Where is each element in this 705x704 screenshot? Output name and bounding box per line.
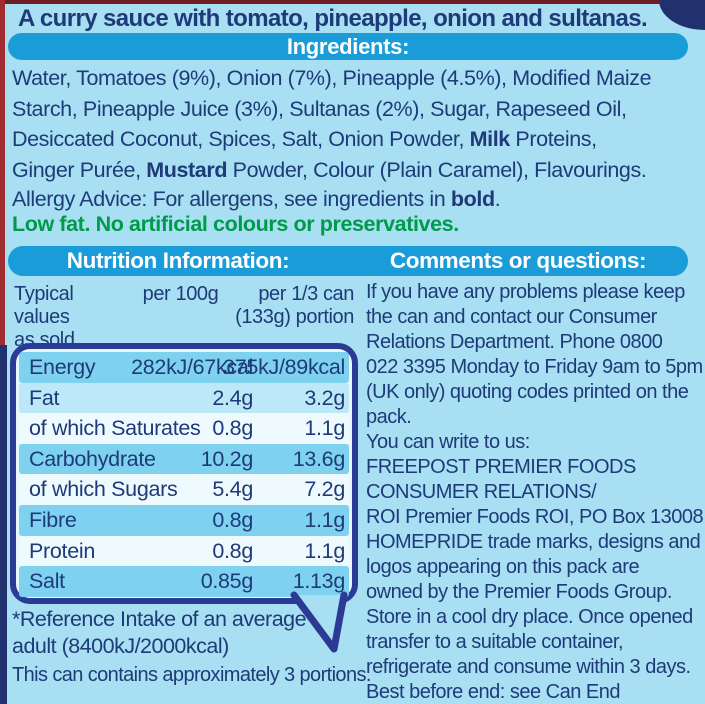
can-edge-top — [0, 0, 705, 4]
value-per-third-can: 3.2g — [304, 385, 345, 410]
ingredients-header-bar: Ingredients: — [8, 33, 688, 60]
value-per-third-can: 375kJ/89kcal — [223, 355, 345, 379]
value-per-100g: 0.8g — [212, 538, 253, 563]
section-header-bar: Nutrition Information: Comments or quest… — [8, 246, 688, 276]
text-line: owned by the Premier Foods Group. — [366, 581, 672, 603]
nutrition-row-fat: Fat 2.4g 3.2g — [19, 382, 349, 414]
text-line: transfer to a suitable container, — [366, 631, 624, 653]
nutrition-table: Energy 282kJ/67kcal 375kJ/89kcal Fat 2.4g 3.2… — [19, 352, 349, 597]
text-line: pack. — [366, 406, 412, 428]
text-line: HOMEPRIDE trade marks, designs and — [366, 531, 701, 553]
nutrition-row-carbohydrate: Carbohydrate 10.2g 13.6g — [19, 443, 349, 475]
allergy-advice: Allergy Advice: For allergens, see ingre… — [12, 187, 501, 211]
can-edge-left-navy — [0, 345, 7, 704]
text-line: Desiccated Coconut, Spices, Salt, Onion … — [12, 127, 597, 151]
column-header-per-third-can: per 1/3 can (133g) portion — [235, 283, 354, 328]
reference-intake-note: *Reference Intake of an average adult (8… — [12, 607, 307, 658]
nutrient-label: Salt — [29, 569, 65, 594]
nutrient-label: Energy — [29, 355, 96, 379]
dietary-claims: Low fat. No artificial colours or preser… — [12, 212, 459, 236]
nutrition-header: Nutrition Information: — [66, 248, 290, 273]
ingredients-list: Water, Tomatoes (9%), Onion (7%), Pineap… — [12, 63, 704, 185]
nutrition-row-of-which-saturates: of which Saturates 0.8g 1.1g — [19, 413, 349, 444]
value-per-third-can: 1.13g — [292, 569, 346, 594]
comments-text: If you have any problems please keep the … — [366, 280, 704, 704]
comments-header: Comments or questions: — [389, 248, 647, 273]
nutrition-row-salt: Salt 0.85g 1.13g — [19, 566, 349, 597]
nutrition-row-energy: Energy 282kJ/67kcal 375kJ/89kcal — [19, 352, 349, 383]
column-header-per-100g: per 100g — [142, 283, 219, 305]
text-line: Ginger Purée, Mustard Powder, Colour (Pl… — [12, 157, 647, 182]
nutrient-label: Fat — [29, 385, 60, 410]
text-line: Water, Tomatoes (9%), Onion (7%), Pineap… — [12, 66, 652, 90]
nutrient-label: of which Sugars — [29, 477, 178, 502]
column-header-typical-values: Typical values as sold — [14, 283, 75, 351]
nutrient-label: of which Saturates — [29, 416, 201, 441]
value-per-third-can: 1.1g — [304, 507, 345, 532]
text-line: refrigerate and consume within 3 days. — [366, 656, 691, 678]
value-per-100g: 10.2g — [200, 446, 254, 471]
text-line: Relations Department. Phone 0800 — [366, 331, 663, 353]
text-line: If you have any problems please keep — [366, 281, 685, 303]
nutrient-label: Protein — [29, 538, 96, 563]
nutrition-column-headers: Typical values as sold per 100g per 1/3 … — [14, 283, 354, 352]
value-per-100g: 2.4g — [212, 385, 253, 410]
can-edge-left-red — [0, 0, 5, 345]
value-per-100g: 282kJ/67kcal — [131, 355, 253, 379]
value-per-third-can: 1.1g — [304, 416, 345, 441]
value-per-third-can: 7.2g — [304, 477, 345, 502]
nutrient-label: Fibre — [29, 507, 77, 532]
text-line: You can write to us: — [366, 431, 530, 453]
text-line: logos appearing on this pack are — [366, 556, 640, 578]
nutrition-table-bubble: Energy 282kJ/67kcal 375kJ/89kcal Fat 2.4g 3.2… — [10, 343, 358, 604]
portions-note: This can contains approximately 3 portio… — [12, 664, 371, 686]
value-per-third-can: 13.6g — [292, 446, 346, 471]
text-line: CONSUMER RELATIONS/ — [366, 481, 597, 503]
text-line: (UK only) quoting codes printed on the — [366, 381, 689, 403]
text-line: Starch, Pineapple Juice (3%), Sultanas (… — [12, 96, 627, 121]
nutrition-row-fibre: Fibre 0.8g 1.1g — [19, 504, 349, 536]
text-line: ROI Premier Foods ROI, PO Box 13008 — [366, 506, 704, 528]
ingredients-header: Ingredients: — [286, 33, 410, 59]
text-line: Store in a cool dry place. Once opened — [366, 606, 693, 628]
text-line: FREEPOST PREMIER FOODS — [366, 456, 636, 478]
value-per-100g: 0.8g — [212, 507, 253, 532]
nutrient-label: Carbohydrate — [29, 446, 156, 471]
value-per-100g: 5.4g — [212, 477, 253, 502]
value-per-100g: 0.85g — [200, 569, 254, 594]
text-line: Best before end: see Can End — [366, 681, 620, 703]
value-per-third-can: 1.1g — [304, 538, 345, 563]
text-line: the can and contact our Consumer — [366, 306, 657, 328]
product-description: A curry sauce with tomato, pineapple, on… — [18, 5, 648, 32]
value-per-100g: 0.8g — [212, 416, 253, 441]
text-line: 022 3395 Monday to Friday 9am to 5pm — [366, 356, 703, 378]
nutrition-row-protein: Protein 0.8g 1.1g — [19, 535, 349, 567]
nutrition-row-of-which-sugars: of which Sugars 5.4g 7.2g — [19, 474, 349, 505]
